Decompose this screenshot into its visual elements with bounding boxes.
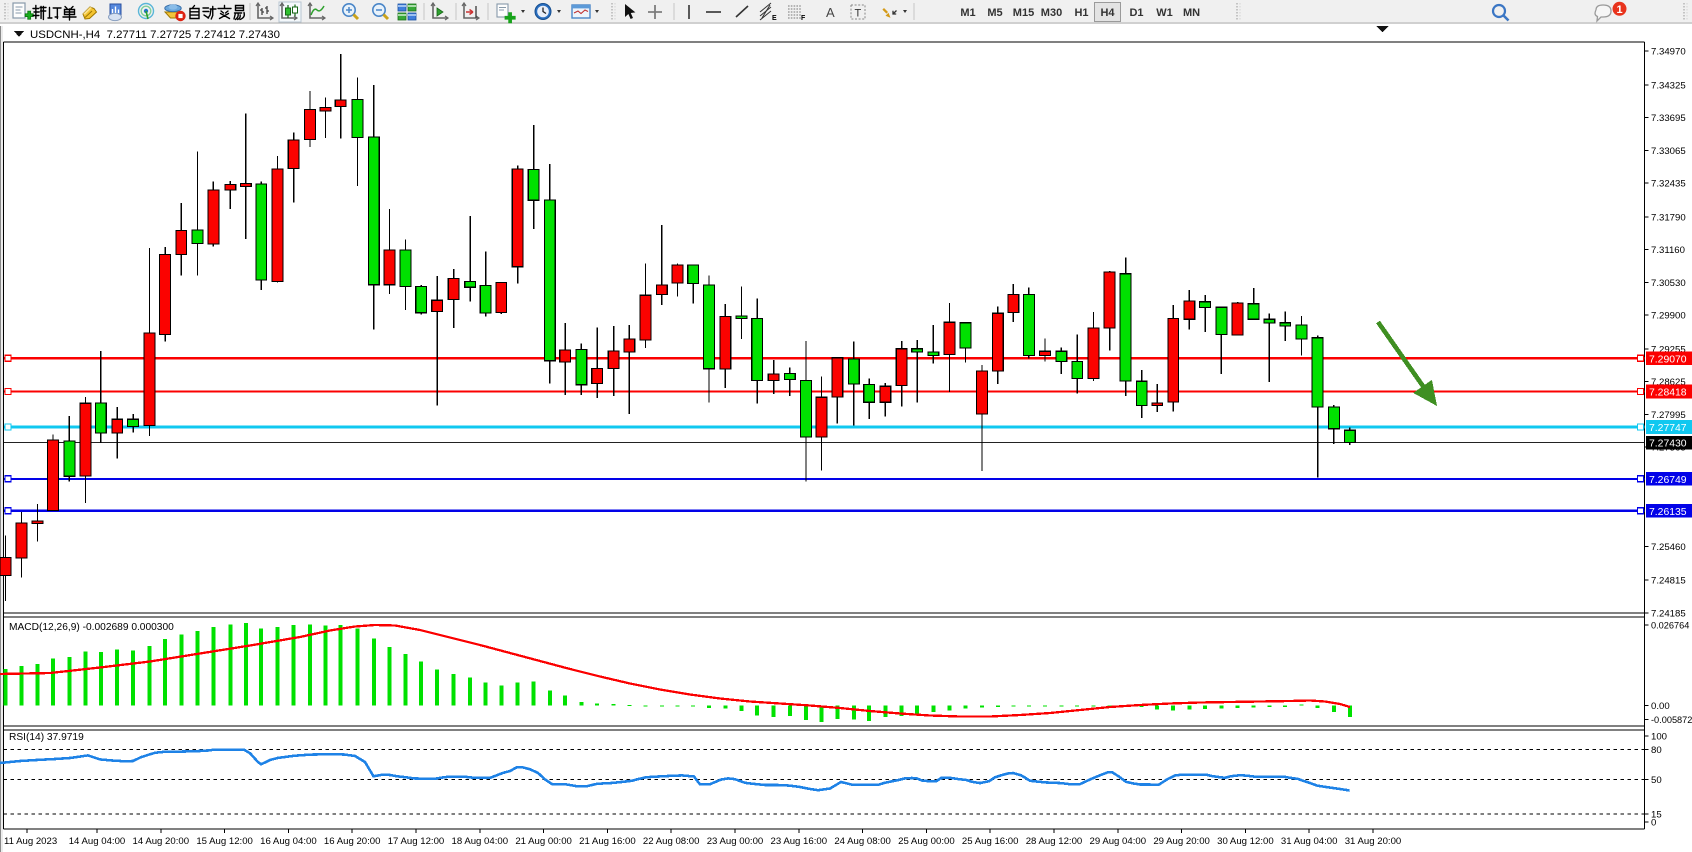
svg-text:16 Aug 20:00: 16 Aug 20:00 xyxy=(324,836,381,847)
svg-text:7.24815: 7.24815 xyxy=(1651,576,1686,587)
svg-text:-0.005872: -0.005872 xyxy=(1651,715,1692,725)
svg-text:18 Aug 04:00: 18 Aug 04:00 xyxy=(452,836,509,847)
svg-text:14 Aug 20:00: 14 Aug 20:00 xyxy=(133,836,190,847)
svg-text:7.33695: 7.33695 xyxy=(1651,113,1686,124)
svg-text:16 Aug 04:00: 16 Aug 04:00 xyxy=(260,836,317,847)
svg-text:7.34970: 7.34970 xyxy=(1651,47,1686,58)
svg-text:23 Aug 00:00: 23 Aug 00:00 xyxy=(707,836,764,847)
svg-text:M30: M30 xyxy=(1041,7,1062,19)
svg-text:USDCNH-,H4 7.27711 7.27725 7.: USDCNH-,H4 7.27711 7.27725 7.27412 7.274… xyxy=(30,29,280,41)
svg-text:23 Aug 16:00: 23 Aug 16:00 xyxy=(771,836,828,847)
svg-text:7.24185: 7.24185 xyxy=(1651,608,1686,619)
svg-text:15 Aug 12:00: 15 Aug 12:00 xyxy=(196,836,253,847)
svg-text:7.25460: 7.25460 xyxy=(1651,542,1686,553)
svg-text:7.26135: 7.26135 xyxy=(1649,507,1687,518)
svg-text:14 Aug 04:00: 14 Aug 04:00 xyxy=(69,836,126,847)
svg-text:25 Aug 00:00: 25 Aug 00:00 xyxy=(898,836,955,847)
svg-text:7.31160: 7.31160 xyxy=(1651,245,1685,256)
svg-text:21 Aug 00:00: 21 Aug 00:00 xyxy=(515,836,572,847)
svg-text:29 Aug 20:00: 29 Aug 20:00 xyxy=(1153,836,1210,847)
svg-text:M1: M1 xyxy=(960,7,975,19)
svg-text:D1: D1 xyxy=(1129,7,1143,19)
svg-text:24 Aug 08:00: 24 Aug 08:00 xyxy=(834,836,891,847)
svg-text:0.00: 0.00 xyxy=(1651,701,1670,712)
svg-text:22 Aug 08:00: 22 Aug 08:00 xyxy=(643,836,700,847)
svg-text:31 Aug 04:00: 31 Aug 04:00 xyxy=(1281,836,1338,847)
svg-text:7.32435: 7.32435 xyxy=(1651,179,1686,190)
svg-text:0.026764: 0.026764 xyxy=(1651,621,1689,631)
svg-text:7.28625: 7.28625 xyxy=(1651,377,1686,388)
svg-text:1: 1 xyxy=(1616,4,1622,16)
svg-text:7.29070: 7.29070 xyxy=(1649,354,1687,365)
svg-text:7.33065: 7.33065 xyxy=(1651,146,1686,157)
svg-text:7.27747: 7.27747 xyxy=(1649,423,1687,434)
svg-text:7.27995: 7.27995 xyxy=(1651,410,1686,421)
svg-text:31 Aug 20:00: 31 Aug 20:00 xyxy=(1345,836,1402,847)
svg-text:E: E xyxy=(772,15,777,22)
svg-text:7.28418: 7.28418 xyxy=(1649,388,1687,399)
svg-text:30 Aug 12:00: 30 Aug 12:00 xyxy=(1217,836,1274,847)
svg-text:0: 0 xyxy=(1651,818,1656,829)
svg-text:25 Aug 16:00: 25 Aug 16:00 xyxy=(962,836,1019,847)
svg-text:H1: H1 xyxy=(1074,7,1088,19)
svg-text:7.30530: 7.30530 xyxy=(1651,278,1686,289)
svg-text:W1: W1 xyxy=(1156,7,1173,19)
svg-text:MACD(12,26,9) -0.002689 0.0003: MACD(12,26,9) -0.002689 0.000300 xyxy=(9,622,174,633)
svg-text:7.31790: 7.31790 xyxy=(1651,212,1686,223)
svg-text:T: T xyxy=(855,8,862,20)
svg-text:7.29900: 7.29900 xyxy=(1651,311,1686,322)
svg-text:RSI(14) 37.9719: RSI(14) 37.9719 xyxy=(9,732,84,743)
svg-text:MN: MN xyxy=(1183,7,1200,19)
svg-text:15: 15 xyxy=(1651,810,1662,821)
svg-text:50: 50 xyxy=(1651,775,1662,786)
svg-text:M5: M5 xyxy=(987,7,1002,19)
svg-text:7.27430: 7.27430 xyxy=(1649,439,1687,450)
svg-text:100: 100 xyxy=(1651,732,1667,743)
svg-text:11 Aug 2023: 11 Aug 2023 xyxy=(4,836,57,847)
svg-text:7.26749: 7.26749 xyxy=(1649,475,1687,486)
svg-text:29 Aug 04:00: 29 Aug 04:00 xyxy=(1090,836,1147,847)
svg-text:17 Aug 12:00: 17 Aug 12:00 xyxy=(388,836,445,847)
svg-text:80: 80 xyxy=(1651,745,1662,756)
svg-text:F: F xyxy=(801,15,806,22)
svg-text:H4: H4 xyxy=(1100,7,1115,19)
svg-text:M15: M15 xyxy=(1013,7,1034,19)
svg-text:A: A xyxy=(826,5,835,20)
svg-text:7.34325: 7.34325 xyxy=(1651,80,1686,91)
svg-text:21 Aug 16:00: 21 Aug 16:00 xyxy=(579,836,636,847)
svg-text:28 Aug 12:00: 28 Aug 12:00 xyxy=(1026,836,1083,847)
svg-text:7.29255: 7.29255 xyxy=(1651,344,1686,355)
